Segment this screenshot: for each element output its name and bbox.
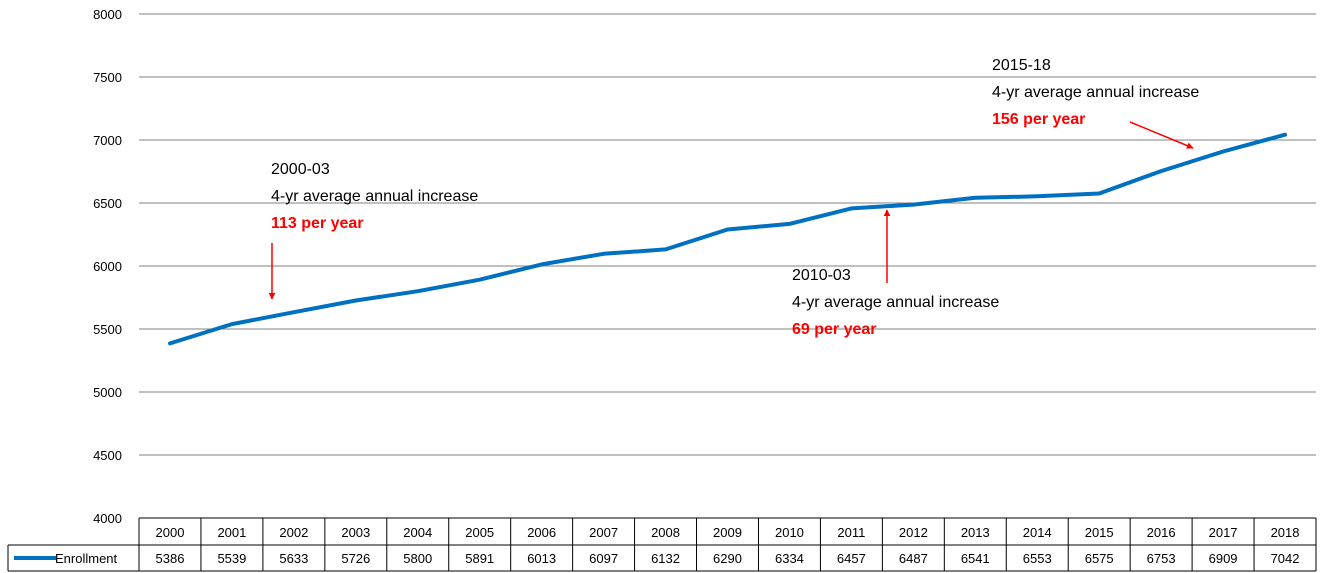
y-tick-label: 6000: [93, 259, 122, 274]
legend-label: Enrollment: [55, 551, 118, 566]
x-tick-label: 2003: [341, 525, 370, 540]
x-tick-label: 2002: [279, 525, 308, 540]
y-tick-label: 7500: [93, 70, 122, 85]
annotation-highlight: 156 per year: [992, 111, 1085, 128]
y-tick-label: 8000: [93, 7, 122, 22]
x-tick-label: 2006: [527, 525, 556, 540]
x-tick-label: 2015: [1085, 525, 1114, 540]
table-value: 5633: [279, 551, 308, 566]
y-tick-label: 7000: [93, 133, 122, 148]
data-table: 2000 2001 2002 2003 2004 2005 2006 2007 2008 2009…: [7, 517, 1317, 572]
x-tick-label: 2011: [837, 525, 865, 540]
x-tick-label: 2017: [1209, 525, 1238, 540]
annotation-title: 2015-18: [992, 57, 1051, 74]
table-value: 6132: [651, 551, 680, 566]
table-value: 6909: [1209, 551, 1238, 566]
table-value: 6013: [527, 551, 556, 566]
x-tick-label: 2001: [217, 525, 246, 540]
table-value: 6290: [713, 551, 742, 566]
annotation-text: 4-yr average annual increase: [271, 188, 478, 205]
table-value: 6097: [589, 551, 618, 566]
table-value: 7042: [1271, 551, 1300, 566]
annotation-highlight: 113 per year: [271, 215, 364, 232]
table-value: 5891: [465, 551, 494, 566]
table-value: 5539: [217, 551, 246, 566]
y-tick-label: 4000: [93, 511, 122, 526]
annotation-arrow: [1129, 121, 1194, 149]
table-value: 5386: [156, 551, 185, 566]
x-tick-label: 2009: [713, 525, 742, 540]
x-tick-label: 2018: [1271, 525, 1300, 540]
table-value: 6457: [837, 551, 866, 566]
x-tick-label: 2007: [589, 525, 618, 540]
annotation-text: 4-yr average annual increase: [792, 294, 999, 311]
x-tick-label: 2013: [961, 525, 990, 540]
x-tick-label: 2012: [899, 525, 928, 540]
annotation-title: 2000-03: [271, 161, 330, 178]
annotation-text: 4-yr average annual increase: [992, 84, 1199, 101]
x-tick-label: 2014: [1023, 525, 1052, 540]
y-tick-label: 6500: [93, 196, 122, 211]
annotation-title: 2010-03: [792, 267, 851, 284]
x-tick-label: 2000: [156, 525, 185, 540]
annotation-2010-03: 2010-03 4-yr average annual increase 69 …: [792, 209, 999, 338]
y-tick-label: 5500: [93, 322, 122, 337]
y-tick-label: 5000: [93, 385, 122, 400]
annotation-2015-18: 2015-18 4-yr average annual increase 156…: [992, 57, 1199, 149]
annotation-highlight: 69 per year: [792, 321, 877, 338]
table-value: 6553: [1023, 551, 1052, 566]
x-tick-label: 2008: [651, 525, 680, 540]
table-value: 6541: [961, 551, 990, 566]
x-tick-label: 2016: [1147, 525, 1176, 540]
y-tick-label: 4500: [93, 448, 122, 463]
table-value: 6487: [899, 551, 928, 566]
table-value: 5800: [403, 551, 432, 566]
series-line-enrollment: [168, 132, 1287, 346]
x-tick-label: 2005: [465, 525, 494, 540]
table-value: 5726: [341, 551, 370, 566]
x-tick-label: 2004: [403, 525, 432, 540]
table-value: 6334: [775, 551, 804, 566]
table-value: 6753: [1147, 551, 1176, 566]
x-tick-label: 2010: [775, 525, 804, 540]
table-value: 6575: [1085, 551, 1114, 566]
annotation-2000-03: 2000-03 4-yr average annual increase 113…: [268, 161, 478, 300]
